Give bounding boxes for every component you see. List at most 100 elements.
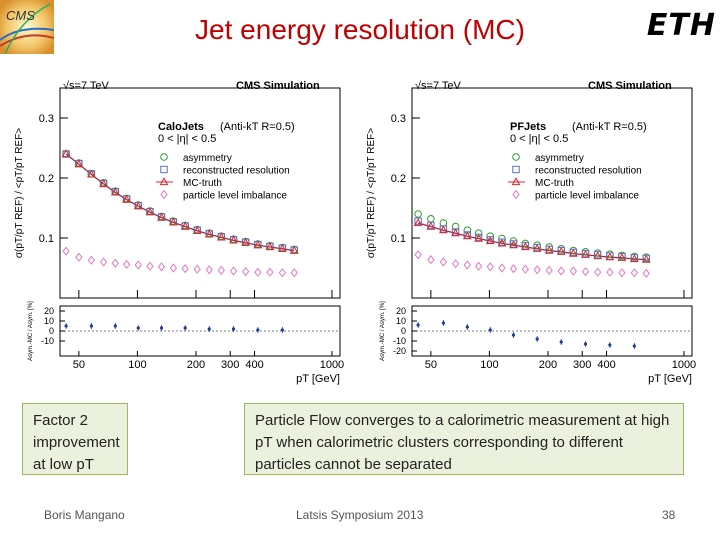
algo-label: (Anti-kT R=0.5): [220, 121, 295, 133]
x-axis-label: pT [GeV]: [296, 373, 340, 385]
ratio-point: [136, 326, 140, 330]
x-axis-label: pT [GeV]: [648, 373, 692, 385]
ratio-point: [280, 328, 284, 332]
data-point: [462, 231, 472, 240]
y-axis-label: σ(pT/pT REF) / <pT/pT REF>: [366, 128, 377, 258]
data-point: [463, 260, 471, 270]
data-point: [62, 246, 70, 256]
legend-label: MC-truth: [183, 178, 222, 189]
data-point: [520, 242, 530, 251]
y-tick-label: 0.2: [391, 173, 406, 185]
ratio-point: [441, 321, 445, 325]
ratio-y-tick-label: 20: [396, 306, 406, 316]
data-point: [498, 263, 506, 273]
ratio-point: [535, 337, 539, 341]
ratio-y-tick-label: 10: [44, 316, 54, 326]
ratio-point: [608, 343, 612, 347]
legend-label: particle level imbalance: [183, 191, 287, 202]
cms-simulation-label: CMS Simulation: [236, 80, 320, 92]
ratio-y-tick-label: 20: [44, 306, 54, 316]
legend-marker: [160, 189, 168, 200]
y-tick-label: 0.3: [391, 113, 406, 125]
y-axis-label: σ(pT/pT REF) / <pT/pT REF>: [14, 128, 25, 258]
y-tick-label: 0.2: [39, 173, 54, 185]
legend-label: reconstructed resolution: [183, 166, 290, 177]
data-point: [192, 225, 202, 234]
ratio-point: [511, 333, 516, 337]
data-point: [630, 254, 639, 263]
ratio-point: [89, 324, 93, 328]
eta-range-label: 0 < |η| < 0.5: [158, 133, 216, 145]
x-tick-label: 100: [480, 359, 498, 371]
legend-label: particle level imbalance: [535, 191, 639, 202]
x-tick-label: 400: [597, 359, 615, 371]
x-tick-label: 50: [73, 359, 85, 371]
eta-range-label: 0 < |η| < 0.5: [510, 133, 568, 145]
data-point: [581, 266, 590, 277]
data-point: [87, 169, 96, 178]
legend-label: asymmetry: [183, 153, 232, 164]
energy-label: √s=7 TeV: [415, 80, 462, 92]
data-point: [556, 246, 566, 255]
ratio-point: [113, 324, 117, 328]
data-point: [181, 263, 189, 274]
data-point: [474, 229, 483, 237]
legend-label: asymmetry: [535, 153, 584, 164]
data-point: [414, 250, 422, 260]
ratio-point: [416, 323, 420, 327]
data-point: [630, 268, 638, 278]
legend-label: MC-truth: [535, 178, 574, 189]
ratio-point: [488, 328, 492, 332]
data-point: [451, 228, 460, 237]
legend-marker: [512, 153, 520, 161]
data-point: [544, 245, 554, 254]
svg-text:CMS: CMS: [6, 8, 35, 23]
ratio-point: [465, 325, 469, 329]
data-point: [593, 267, 602, 277]
x-tick-label: 200: [187, 359, 205, 371]
cms-simulation-label: CMS Simulation: [588, 80, 672, 92]
legend-marker: [512, 165, 520, 174]
data-point: [532, 243, 542, 252]
legend-marker: [160, 153, 168, 161]
data-point: [134, 260, 142, 270]
data-point: [205, 265, 213, 275]
data-point: [427, 254, 435, 265]
data-point: [61, 149, 71, 158]
data-point: [414, 217, 422, 225]
data-point: [463, 226, 472, 234]
x-tick-label: 400: [245, 359, 263, 371]
data-point: [265, 242, 275, 251]
data-point: [111, 258, 119, 268]
ratio-y-tick-label: -20: [393, 346, 406, 356]
data-point: [157, 262, 166, 272]
main-frame: [411, 87, 693, 299]
y-tick-label: 0.3: [39, 113, 54, 125]
data-point: [426, 221, 436, 230]
data-point: [278, 268, 286, 278]
ratio-point: [64, 324, 68, 328]
legend-marker: [512, 189, 520, 200]
data-point: [497, 238, 507, 247]
slide-title: Jet energy resolution (MC): [195, 14, 525, 45]
data-point: [146, 261, 154, 271]
data-point: [618, 268, 626, 278]
data-point: [414, 210, 422, 218]
ratio-y-tick-label: 0: [401, 326, 406, 336]
data-point: [253, 240, 263, 249]
data-point: [486, 262, 494, 272]
x-tick-label: 100: [128, 359, 146, 371]
legend-marker: [511, 177, 521, 186]
data-point: [241, 266, 250, 277]
x-tick-label: 50: [425, 359, 437, 371]
data-point: [229, 266, 238, 276]
data-point: [289, 245, 299, 254]
ratio-y-axis-label: Asym.-MC / Asym. [%]: [28, 301, 34, 361]
data-point: [241, 237, 250, 246]
data-point: [99, 257, 108, 267]
ratio-point: [183, 326, 187, 330]
data-point: [204, 229, 214, 238]
data-point: [145, 207, 155, 216]
ratio-point: [231, 327, 236, 331]
main-frame: [59, 87, 341, 299]
